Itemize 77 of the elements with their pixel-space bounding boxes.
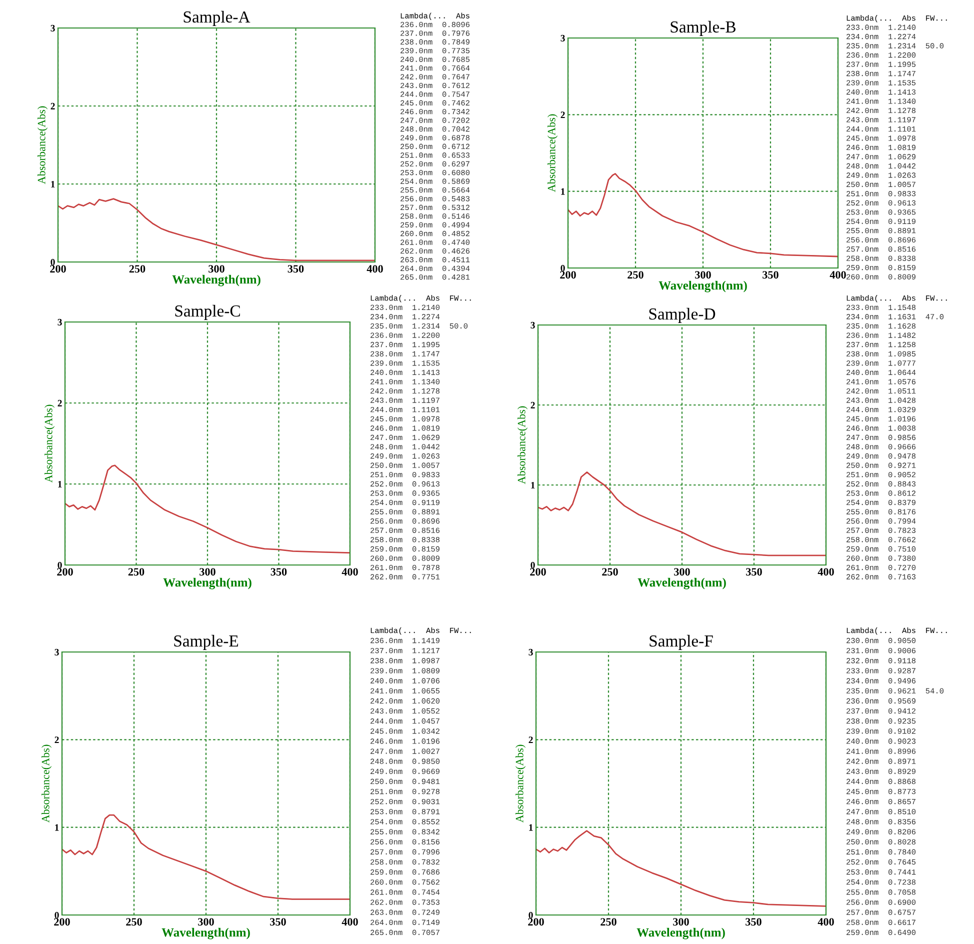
- y-tick-label: 2: [54, 736, 59, 744]
- x-tick-label: 250: [628, 271, 644, 279]
- y-tick-label: 0: [528, 912, 533, 918]
- y-tick-label: 0: [530, 562, 535, 568]
- x-axis-title: Wavelength(nm): [172, 274, 260, 286]
- x-tick-label: 400: [342, 568, 358, 576]
- x-tick-label: 200: [560, 271, 576, 279]
- chart-title: Sample-C: [175, 304, 240, 320]
- y-tick-label: 0: [50, 258, 55, 266]
- x-tick-label: 400: [818, 918, 834, 926]
- x-tick-label: 400: [342, 918, 358, 926]
- y-tick-label: 3: [560, 34, 565, 42]
- x-tick-label: 350: [746, 918, 762, 926]
- chart-title: Sample-B: [670, 20, 736, 36]
- chart-title: Sample-F: [650, 634, 713, 650]
- y-tick-label: 0: [54, 912, 59, 918]
- x-axis-title: Wavelength(nm): [162, 928, 250, 940]
- chart-title: Sample-E: [174, 634, 238, 650]
- y-axis-title: Absorbance(Abs): [548, 114, 558, 192]
- line-series: [65, 464, 350, 554]
- y-tick-label: 3: [50, 24, 55, 32]
- x-tick-label: 300: [673, 918, 689, 926]
- y-tick-label: 3: [58, 318, 62, 326]
- line-series: [568, 173, 838, 258]
- y-tick-label: 2: [560, 112, 565, 118]
- x-tick-label: 350: [762, 271, 778, 279]
- y-tick-label: 1: [561, 188, 565, 195]
- x-tick-label: 350: [288, 265, 304, 273]
- x-tick-label: 300: [208, 265, 224, 273]
- y-tick-label: 0: [58, 562, 62, 568]
- x-tick-label: 200: [50, 265, 66, 273]
- x-tick-label: 250: [126, 918, 142, 926]
- x-tick-label: 250: [128, 568, 144, 576]
- chart-title: Sample-D: [649, 308, 716, 323]
- y-tick-label: 3: [54, 648, 59, 656]
- x-tick-label: 300: [695, 271, 711, 279]
- y-axis-title: Absorbance(Abs): [516, 744, 526, 823]
- y-tick-label: 0: [560, 264, 565, 272]
- x-tick-label: 400: [818, 568, 834, 576]
- y-axis-title: Absorbance(Abs): [42, 744, 52, 823]
- x-tick-label: 350: [270, 918, 286, 926]
- x-tick-label: 200: [54, 918, 70, 926]
- y-tick-label: 2: [50, 102, 55, 110]
- line-series: [62, 814, 350, 900]
- line-series: [536, 830, 826, 907]
- y-axis-title: Absorbance(Abs): [518, 406, 528, 484]
- y-tick-label: 1: [58, 480, 62, 488]
- x-axis-title: Wavelength(nm): [658, 280, 747, 292]
- x-tick-label: 200: [528, 918, 544, 926]
- y-tick-label: 2: [528, 736, 533, 744]
- y-axis-title: Absorbance(Abs): [38, 106, 48, 184]
- y-tick-label: 1: [55, 824, 59, 831]
- chart-title: Sample-A: [184, 10, 250, 26]
- y-tick-label: 1: [51, 180, 55, 188]
- y-axis-title: Absorbance(Abs): [44, 404, 55, 483]
- x-tick-label: 300: [198, 918, 214, 926]
- x-tick-label: 350: [746, 568, 762, 576]
- y-tick-label: 1: [529, 824, 533, 831]
- x-axis-title: Wavelength(nm): [163, 578, 252, 590]
- x-tick-label: 400: [830, 271, 846, 279]
- x-tick-label: 250: [600, 918, 616, 926]
- line-series: [538, 472, 826, 556]
- y-tick-label: 3: [528, 648, 533, 656]
- x-tick-label: 300: [674, 568, 690, 576]
- x-tick-label: 200: [57, 568, 73, 576]
- x-tick-label: 400: [366, 265, 383, 273]
- x-tick-label: 350: [270, 568, 287, 576]
- y-tick-label: 2: [530, 402, 535, 408]
- y-tick-label: 3: [530, 322, 535, 328]
- x-axis-title: Wavelength(nm): [638, 578, 726, 590]
- x-tick-label: 250: [129, 265, 146, 273]
- x-axis-title: Wavelength(nm): [636, 928, 725, 940]
- y-tick-label: 2: [58, 400, 62, 406]
- x-tick-label: 250: [602, 568, 618, 576]
- y-tick-label: 1: [531, 482, 535, 488]
- x-tick-label: 300: [200, 568, 216, 576]
- x-tick-label: 200: [530, 568, 546, 576]
